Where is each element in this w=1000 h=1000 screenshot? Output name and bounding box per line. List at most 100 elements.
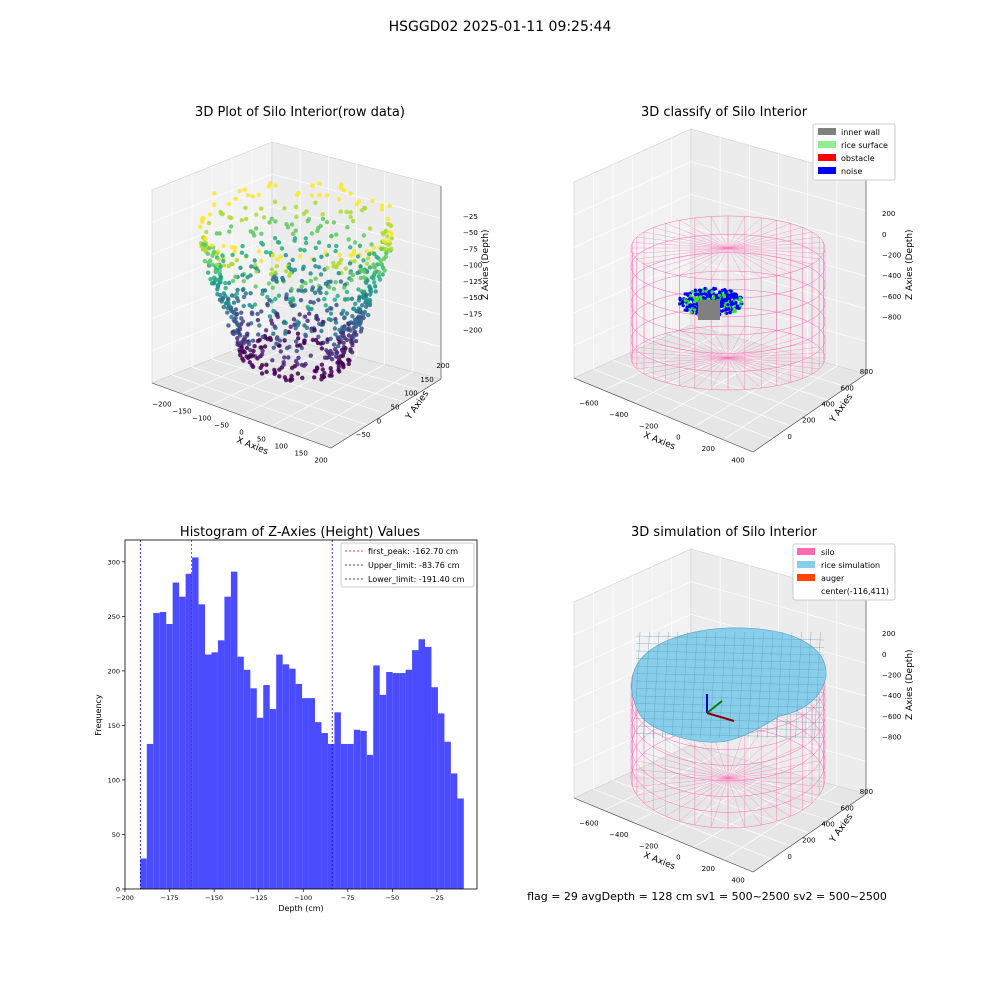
panel-raw-data: 3D Plot of Silo Interior(row data) −200−… (151, 105, 491, 465)
grid-line (271, 173, 442, 219)
x-tick-label: −175 (161, 894, 179, 902)
data-point (235, 336, 240, 341)
data-point (256, 332, 261, 337)
spoke (727, 346, 820, 359)
data-point (341, 188, 347, 193)
data-point (229, 308, 234, 313)
data-point (316, 265, 322, 270)
histogram-bar (198, 604, 206, 889)
data-point (251, 348, 256, 354)
data-point (306, 217, 312, 222)
spoke (727, 760, 820, 779)
data-point (333, 346, 338, 352)
data-point (239, 310, 244, 315)
histogram-bar (192, 557, 199, 889)
data-point (252, 258, 257, 263)
data-point (311, 300, 316, 305)
spoke (727, 247, 745, 280)
mesh-line (635, 710, 825, 716)
data-point (289, 286, 294, 292)
data-point (217, 231, 222, 236)
data-point (300, 266, 306, 272)
data-point (295, 319, 300, 324)
data-point (245, 192, 251, 198)
data-point (242, 350, 247, 355)
data-point (379, 203, 385, 208)
data-point (275, 335, 280, 340)
x-axis-label: X Axies (642, 851, 677, 873)
data-point (361, 312, 366, 317)
histogram-bar (172, 582, 180, 889)
data-point (362, 206, 368, 211)
tick-label: 100 (404, 390, 417, 398)
data-point (310, 337, 316, 343)
histogram-bar (263, 685, 270, 889)
data-point (299, 284, 304, 289)
data-point (233, 315, 238, 321)
data-point (272, 367, 277, 373)
classified-point (738, 303, 742, 307)
mesh-line (635, 688, 825, 693)
classified-point (736, 306, 741, 310)
histogram-bar (334, 712, 341, 889)
data-point (351, 306, 356, 311)
figure-title: HSGGD02 2025-01-11 09:25:44 (389, 19, 612, 35)
data-point (270, 285, 275, 290)
histogram-bar (315, 722, 322, 889)
classified-point (681, 304, 685, 308)
classified-point (701, 289, 705, 293)
data-point (238, 265, 243, 270)
data-point (225, 310, 230, 315)
data-point (229, 245, 234, 250)
data-point (212, 191, 217, 196)
spoke (727, 333, 791, 359)
data-point (344, 337, 350, 343)
tick-label: 800 (860, 788, 873, 796)
spoke (727, 216, 745, 249)
spoke (727, 357, 824, 364)
data-point (382, 268, 387, 273)
data-point (381, 238, 387, 243)
tick-label: 600 (841, 804, 854, 812)
data-point (228, 224, 234, 229)
data-point (283, 329, 288, 334)
data-point (269, 216, 274, 221)
tick-label: 0 (239, 429, 243, 437)
data-point (299, 278, 305, 284)
data-point (266, 184, 272, 189)
data-point (234, 291, 240, 296)
tick-label: 200 (882, 630, 895, 638)
spoke (643, 247, 729, 265)
data-point (336, 343, 341, 349)
data-point (200, 247, 206, 252)
data-point (215, 284, 221, 289)
data-point (267, 220, 272, 225)
data-point (328, 336, 333, 341)
data-point (207, 246, 212, 251)
data-point (264, 250, 269, 255)
histogram-bar (399, 673, 406, 889)
data-point (333, 317, 338, 322)
data-point (288, 378, 293, 383)
data-point (245, 331, 250, 336)
data-point (254, 269, 259, 274)
data-point (349, 296, 355, 301)
data-point (312, 328, 317, 333)
data-point (198, 224, 203, 230)
tick-label: 0 (882, 231, 886, 239)
grid-line (573, 161, 692, 215)
data-point (210, 253, 215, 258)
data-point (304, 209, 309, 214)
data-point (262, 288, 268, 293)
data-point (293, 339, 299, 344)
data-point (233, 196, 238, 201)
data-point (281, 320, 287, 325)
legend-label: inner wall (841, 128, 880, 137)
tick-label: 50 (257, 436, 266, 444)
data-point (325, 355, 330, 360)
data-point (269, 272, 274, 277)
x-tick-label: −150 (205, 894, 223, 902)
data-point (220, 296, 225, 301)
data-point (269, 267, 275, 272)
data-point (350, 314, 355, 319)
